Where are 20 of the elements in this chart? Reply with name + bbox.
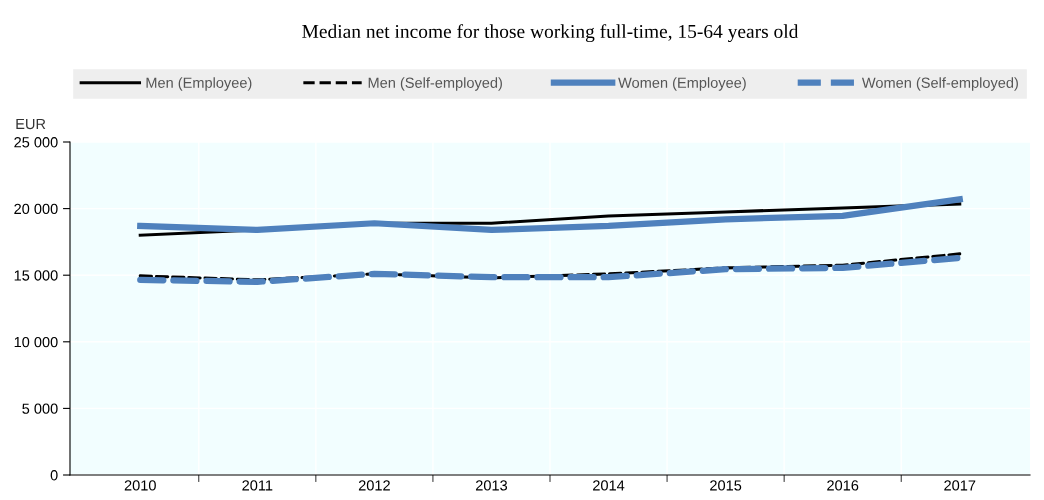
x-tick-label: 2012	[358, 480, 390, 491]
legend-label: Women (Self-employed)	[861, 77, 1018, 91]
y-axis-title: EUR	[16, 118, 46, 130]
y-tick-label: 0	[50, 470, 58, 481]
x-tick-label: 2016	[827, 480, 859, 491]
x-tick-label: 2017	[944, 480, 976, 491]
x-tick-label: 2015	[710, 480, 742, 491]
x-tick-label: 2011	[242, 480, 273, 491]
chart-title: Median net income for those working full-time, 15-64 years old	[302, 24, 799, 43]
x-tick-label: 2010	[124, 480, 156, 491]
legend-label: Men (Employee)	[146, 77, 252, 91]
x-tick-label: 2013	[475, 480, 508, 491]
legend-label: Women (Employee)	[618, 77, 746, 91]
y-tick-label: 5 000	[22, 403, 58, 414]
x-tick-label: 2014	[593, 480, 625, 491]
y-tick-label: 25 000	[14, 137, 58, 148]
legend-label: Men (Self-employed)	[368, 77, 502, 91]
y-tick-label: 10 000	[14, 336, 58, 348]
y-tick-label: 20 000	[14, 203, 58, 215]
y-tick-label: 15 000	[14, 270, 58, 281]
